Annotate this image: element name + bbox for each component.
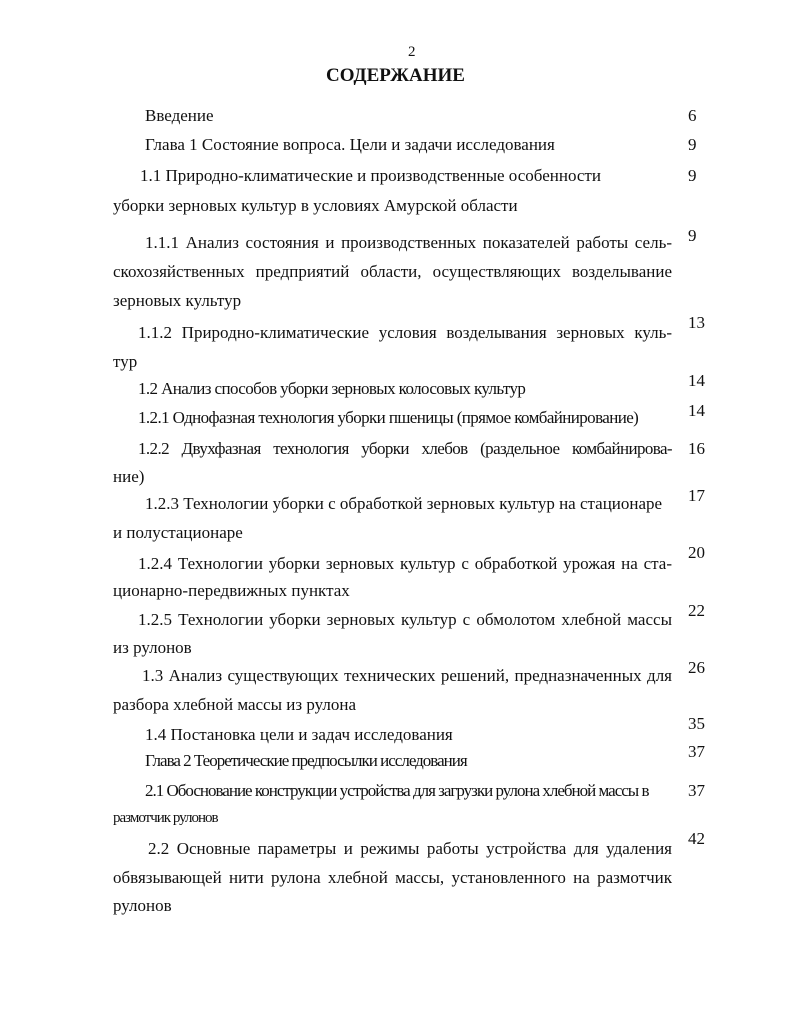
toc-entry-text: 1.4 Постановка цели и задач исследования: [145, 725, 453, 744]
toc-entry-text: уборки зерновых культур в условиях Амурс…: [113, 196, 518, 215]
toc-entry-text: из рулонов: [113, 638, 192, 657]
toc-page-number: 17: [688, 486, 705, 505]
toc-entry-text: разбора хлебной массы из рулона: [113, 695, 356, 714]
toc-page-number: 9: [688, 135, 697, 154]
toc-entry-text: и полустационаре: [113, 523, 243, 542]
toc-entry-text: ние): [113, 467, 145, 486]
toc-page-number: 26: [688, 658, 705, 677]
toc-page-number: 14: [688, 371, 705, 390]
toc-entry-text: 1.3 Анализ существующих технических реше…: [142, 666, 672, 685]
toc-entry-text: Глава 2 Теоретические предпосылки исслед…: [145, 751, 468, 770]
toc-page-number: 20: [688, 543, 705, 562]
toc-entry-text: тур: [113, 352, 138, 371]
toc-page-number: 9: [688, 166, 697, 185]
page-title: СОДЕРЖАНИЕ: [326, 65, 465, 86]
toc-entry-text: ционарно-передвижных пунктах: [113, 581, 350, 600]
toc-entry-text: 1.2.4 Технологии уборки зерновых культур…: [138, 554, 672, 573]
toc-page-number: 42: [688, 829, 705, 848]
toc-entry-text: 1.2.1 Однофазная технология уборки пшени…: [138, 408, 639, 427]
toc-entry-text: 2.1 Обоснование конструкции устройства д…: [145, 781, 649, 800]
toc-entry-text: скохозяйственных предприятий области, ос…: [113, 262, 672, 281]
toc-page-number: 16: [688, 439, 705, 458]
toc-page-number: 14: [688, 401, 705, 420]
toc-entry-text: 1.2.3 Технологии уборки с обработкой зер…: [145, 494, 663, 513]
toc-entry-text: обвязывающей нити рулона хлебной массы, …: [113, 868, 672, 887]
toc-entry-text: 2.2 Основные параметры и режимы работы у…: [148, 839, 672, 858]
toc-entry-text: 1.2.2 Двухфазная технология уборки хлебо…: [138, 439, 673, 458]
toc-entry-text: 1.1 Природно-климатические и производств…: [140, 166, 601, 185]
toc-entry-text: рулонов: [113, 896, 172, 915]
toc-page-number: 35: [688, 714, 705, 733]
toc-page-number: 13: [688, 313, 705, 332]
toc-entry-text: 1.1.2 Природно-климатические условия воз…: [138, 323, 672, 342]
toc-entry-text: размотчик рулонов: [113, 810, 219, 826]
toc-page-number: 22: [688, 601, 705, 620]
toc-entry-text: зерновых культур: [113, 291, 242, 310]
page-number: 2: [408, 44, 416, 60]
toc-page-number: 37: [688, 742, 705, 761]
toc-entry-text: Введение: [145, 106, 214, 125]
toc-entry-text: 1.2.5 Технологии уборки зерновых культур…: [138, 610, 672, 629]
toc-page-number: 37: [688, 781, 705, 800]
toc-entry-text: 1.1.1 Анализ состояния и производственны…: [145, 233, 672, 252]
toc-page-number: 6: [688, 106, 697, 125]
toc-entry-text: 1.2 Анализ способов уборки зерновых коло…: [138, 379, 526, 398]
toc-page-number: 9: [688, 226, 697, 245]
toc-entry-text: Глава 1 Состояние вопроса. Цели и задачи…: [145, 135, 555, 154]
